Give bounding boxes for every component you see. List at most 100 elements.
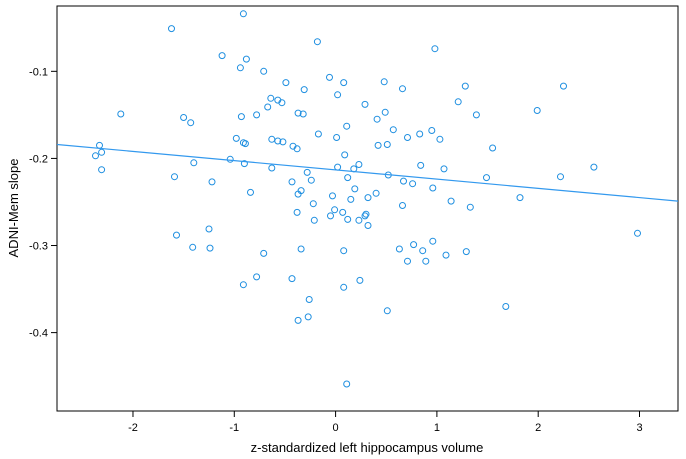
- data-point: [278, 99, 286, 107]
- data-point: [400, 177, 407, 185]
- data-point: [634, 229, 641, 237]
- data-points: [92, 10, 641, 388]
- data-point: [417, 161, 425, 169]
- x-tick-label: 1: [434, 422, 440, 434]
- data-point: [232, 134, 240, 142]
- data-point: [557, 173, 564, 181]
- data-point: [253, 111, 261, 119]
- data-point: [334, 91, 342, 99]
- data-point: [389, 126, 397, 134]
- data-point: [247, 188, 254, 196]
- data-point: [117, 110, 125, 118]
- y-tick-label: -0.4: [29, 328, 48, 340]
- plot-frame: [56, 5, 679, 412]
- x-tick-label: 2: [535, 422, 541, 434]
- data-point: [293, 145, 301, 153]
- data-point: [422, 257, 430, 265]
- data-point: [288, 178, 296, 186]
- data-point: [304, 313, 312, 321]
- data-point: [242, 55, 250, 63]
- data-point: [356, 276, 364, 284]
- data-point: [404, 257, 411, 265]
- data-point: [208, 178, 216, 186]
- data-point: [307, 176, 315, 184]
- data-point: [560, 82, 567, 90]
- data-point: [362, 210, 370, 218]
- data-point: [218, 52, 226, 60]
- data-point: [314, 130, 322, 138]
- data-point: [309, 200, 317, 208]
- data-point: [237, 113, 245, 121]
- data-point: [288, 275, 296, 283]
- data-point: [260, 67, 268, 75]
- data-point: [399, 202, 406, 209]
- x-axis-label: z-standardized left hippocampus volume: [251, 440, 484, 455]
- data-point: [533, 107, 541, 114]
- data-point: [429, 184, 437, 192]
- data-point: [344, 215, 352, 223]
- data-point: [171, 173, 178, 181]
- data-point: [329, 192, 336, 200]
- data-point: [409, 180, 417, 188]
- data-point: [239, 10, 247, 18]
- data-point: [410, 241, 418, 249]
- data-point: [383, 141, 391, 148]
- data-point: [339, 208, 347, 216]
- data-point: [241, 140, 249, 148]
- data-point: [327, 212, 334, 220]
- data-point: [436, 135, 444, 143]
- data-point: [447, 197, 455, 205]
- y-axis: -0.1 -0.2 -0.3 -0.4: [29, 66, 57, 340]
- data-point: [461, 82, 469, 90]
- data-point: [340, 79, 348, 87]
- data-point: [264, 103, 272, 111]
- x-tick-label: 0: [333, 422, 339, 434]
- data-point: [431, 45, 439, 53]
- data-point: [373, 115, 381, 123]
- data-point: [333, 134, 341, 141]
- data-point: [268, 164, 276, 172]
- data-point: [239, 281, 247, 289]
- data-point: [98, 148, 106, 156]
- x-tick-label: 3: [636, 422, 642, 434]
- data-point: [92, 152, 99, 160]
- data-point: [381, 108, 389, 116]
- data-point: [372, 189, 380, 197]
- data-point: [331, 206, 339, 214]
- data-point: [419, 247, 427, 255]
- data-point: [440, 165, 448, 173]
- data-point: [299, 110, 307, 118]
- data-point: [236, 64, 244, 72]
- data-point: [168, 25, 175, 33]
- y-tick-label: -0.3: [29, 241, 48, 253]
- data-point: [205, 225, 213, 233]
- data-point: [502, 303, 510, 310]
- data-point: [416, 130, 424, 138]
- data-point: [340, 247, 348, 255]
- data-point: [343, 122, 351, 130]
- data-point: [303, 168, 311, 176]
- data-point: [294, 190, 302, 198]
- data-point: [466, 203, 474, 211]
- data-point: [180, 114, 188, 121]
- data-point: [189, 243, 197, 251]
- data-point: [334, 163, 342, 171]
- data-point: [590, 163, 598, 171]
- data-point: [294, 316, 302, 324]
- data-point: [361, 212, 369, 220]
- data-point: [374, 141, 382, 149]
- data-point: [364, 222, 372, 229]
- x-axis: -2 -1 0 1 2 3: [128, 411, 643, 434]
- data-point: [341, 151, 349, 159]
- data-point: [380, 78, 388, 86]
- data-point: [206, 244, 214, 252]
- data-point: [305, 296, 313, 303]
- y-tick-label: -0.2: [29, 153, 48, 165]
- data-point: [294, 109, 302, 117]
- data-point: [344, 174, 352, 182]
- data-point: [442, 251, 450, 259]
- data-point: [489, 144, 497, 152]
- data-point: [340, 283, 348, 291]
- data-point: [383, 307, 391, 315]
